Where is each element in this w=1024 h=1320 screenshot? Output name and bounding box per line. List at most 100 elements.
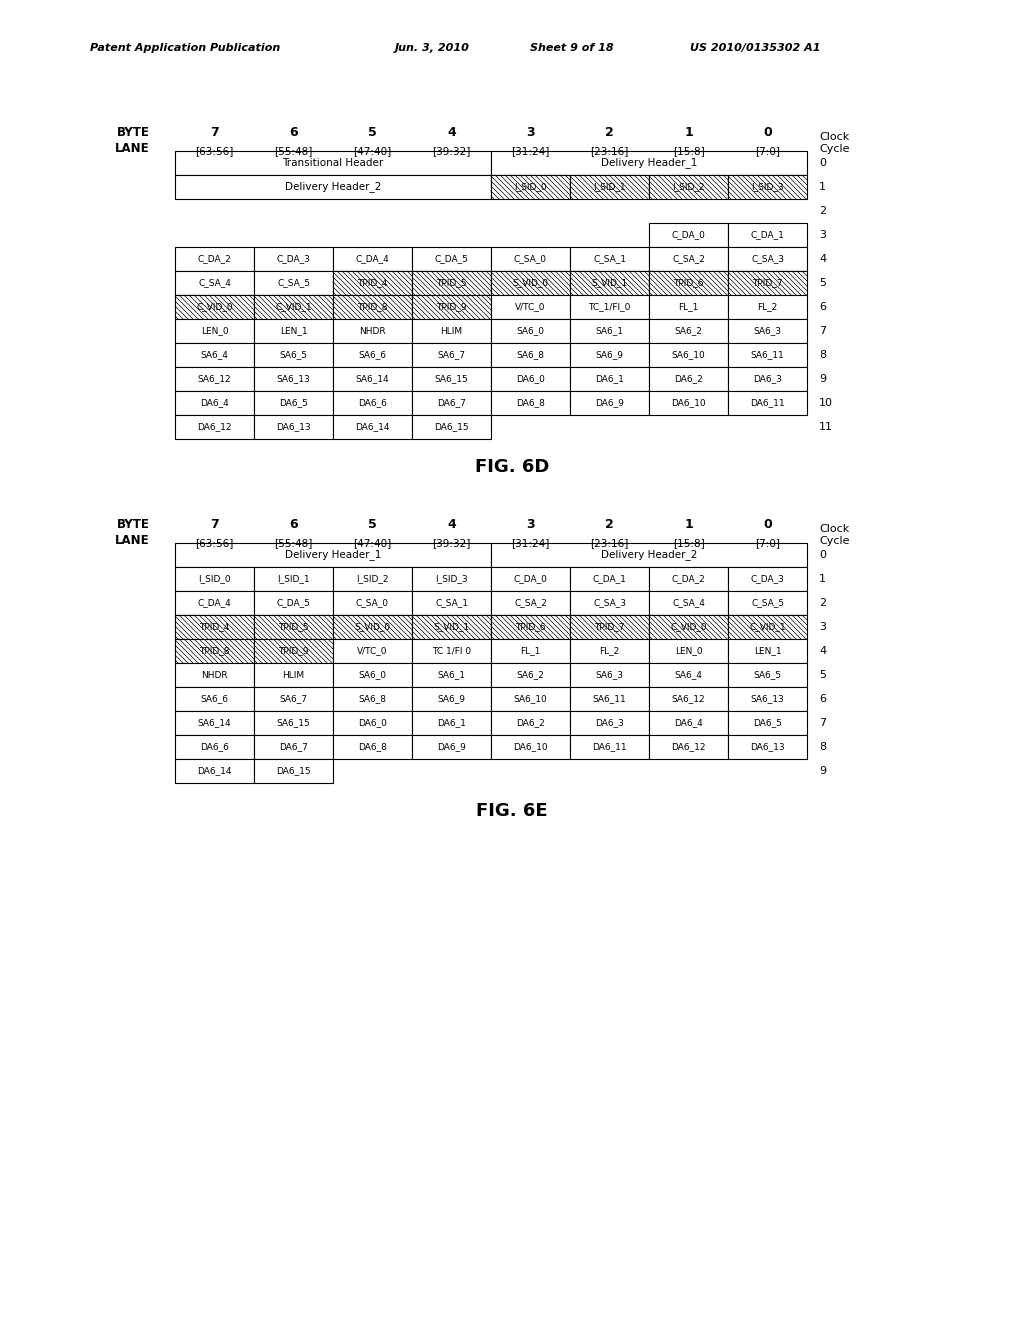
Bar: [412, 615, 490, 639]
Text: FL_2: FL_2: [599, 647, 620, 656]
Bar: [570, 391, 649, 414]
Text: C_DA_3: C_DA_3: [276, 255, 310, 264]
Bar: [175, 543, 490, 568]
Bar: [175, 271, 254, 294]
Text: 1: 1: [819, 574, 826, 583]
Text: TPID_7: TPID_7: [594, 623, 625, 631]
Text: SA6_11: SA6_11: [751, 351, 784, 359]
Text: TPID_4: TPID_4: [200, 623, 229, 631]
Text: DA6_1: DA6_1: [595, 375, 624, 384]
Bar: [649, 663, 728, 686]
Bar: [649, 591, 728, 615]
Text: 9: 9: [819, 766, 826, 776]
Bar: [490, 343, 570, 367]
Bar: [412, 591, 490, 615]
Text: SA6_7: SA6_7: [437, 351, 466, 359]
Text: Transitional Header: Transitional Header: [283, 158, 384, 168]
Bar: [175, 150, 490, 176]
Text: 10: 10: [819, 399, 833, 408]
Text: 4: 4: [447, 127, 456, 140]
Bar: [412, 343, 490, 367]
Text: DA6_8: DA6_8: [516, 399, 545, 408]
Bar: [254, 414, 333, 440]
Text: C_DA_1: C_DA_1: [751, 231, 784, 239]
Text: TPID_9: TPID_9: [436, 302, 467, 312]
Text: C_DA_4: C_DA_4: [355, 255, 389, 264]
Text: TC_1/FI_0: TC_1/FI_0: [589, 302, 631, 312]
Bar: [412, 735, 490, 759]
Bar: [728, 615, 807, 639]
Text: TPID_6: TPID_6: [515, 623, 546, 631]
Bar: [570, 271, 649, 294]
Text: 3: 3: [819, 230, 826, 240]
Text: Clock
Cycle: Clock Cycle: [819, 132, 850, 154]
Text: 4: 4: [819, 645, 826, 656]
Bar: [570, 294, 649, 319]
Text: LEN_0: LEN_0: [675, 647, 702, 656]
Bar: [490, 639, 570, 663]
Text: SA6_2: SA6_2: [516, 671, 545, 680]
Text: DA6_0: DA6_0: [516, 375, 545, 384]
Text: Delivery Header_2: Delivery Header_2: [601, 549, 697, 561]
Text: [7:0]: [7:0]: [755, 539, 780, 548]
Bar: [412, 711, 490, 735]
Bar: [570, 247, 649, 271]
Bar: [728, 319, 807, 343]
Bar: [333, 568, 412, 591]
Text: 7: 7: [819, 718, 826, 729]
Text: 3: 3: [526, 127, 535, 140]
Text: C_DA_4: C_DA_4: [198, 598, 231, 607]
Text: C_SA_3: C_SA_3: [593, 598, 626, 607]
Text: Patent Application Publication: Patent Application Publication: [90, 44, 281, 53]
Bar: [333, 271, 412, 294]
Text: [31:24]: [31:24]: [511, 147, 550, 156]
Text: SA6_14: SA6_14: [355, 375, 389, 384]
Text: TPID_4: TPID_4: [357, 279, 388, 288]
Bar: [333, 735, 412, 759]
Bar: [175, 367, 254, 391]
Bar: [175, 639, 254, 663]
Bar: [412, 294, 490, 319]
Text: SA6_5: SA6_5: [754, 671, 781, 680]
Text: [31:24]: [31:24]: [511, 539, 550, 548]
Text: TC 1/FI 0: TC 1/FI 0: [432, 647, 471, 656]
Bar: [649, 711, 728, 735]
Bar: [490, 543, 807, 568]
Bar: [175, 176, 490, 199]
Bar: [175, 686, 254, 711]
Text: SA6_9: SA6_9: [596, 351, 624, 359]
Text: SA6_10: SA6_10: [672, 351, 706, 359]
Text: C_SA_0: C_SA_0: [514, 255, 547, 264]
Text: SA6_2: SA6_2: [675, 326, 702, 335]
Text: [39:32]: [39:32]: [432, 147, 471, 156]
Text: SA6_15: SA6_15: [276, 718, 310, 727]
Text: DA6_14: DA6_14: [198, 767, 231, 776]
Text: I_SID_0: I_SID_0: [199, 574, 230, 583]
Bar: [490, 735, 570, 759]
Bar: [254, 343, 333, 367]
Text: SA6_13: SA6_13: [276, 375, 310, 384]
Bar: [649, 247, 728, 271]
Text: SA6_5: SA6_5: [280, 351, 307, 359]
Text: 3: 3: [526, 519, 535, 532]
Text: 7: 7: [210, 519, 219, 532]
Text: Sheet 9 of 18: Sheet 9 of 18: [530, 44, 613, 53]
Text: S_VID_0: S_VID_0: [512, 279, 549, 288]
Text: [63:56]: [63:56]: [196, 539, 233, 548]
Text: C_SA_5: C_SA_5: [751, 598, 784, 607]
Text: FIG. 6E: FIG. 6E: [476, 803, 548, 820]
Bar: [254, 711, 333, 735]
Text: DA6_13: DA6_13: [751, 742, 784, 751]
Text: SA6_7: SA6_7: [280, 694, 307, 704]
Bar: [570, 639, 649, 663]
Text: C_DA_2: C_DA_2: [198, 255, 231, 264]
Text: 1: 1: [819, 182, 826, 191]
Text: 0: 0: [819, 158, 826, 168]
Text: DA6_7: DA6_7: [280, 742, 308, 751]
Bar: [649, 176, 728, 199]
Bar: [254, 247, 333, 271]
Text: SA6_8: SA6_8: [516, 351, 545, 359]
Bar: [649, 223, 728, 247]
Text: DA6_4: DA6_4: [674, 718, 702, 727]
Text: 2: 2: [605, 127, 613, 140]
